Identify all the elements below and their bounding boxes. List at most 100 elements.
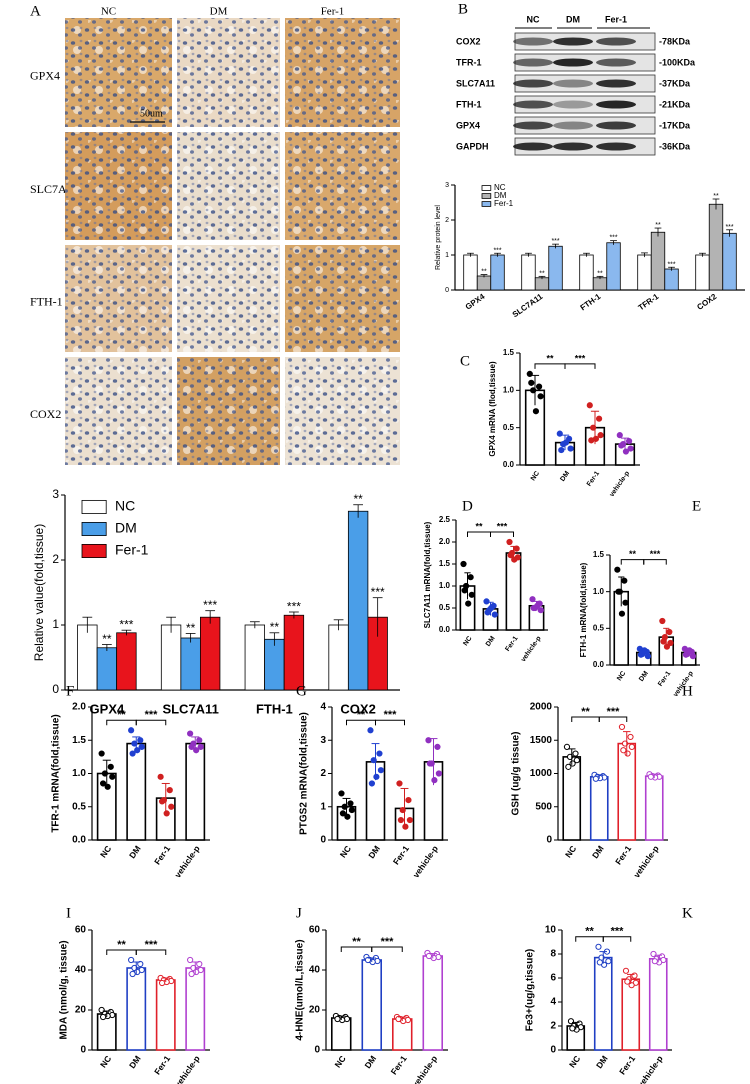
x-tick-label: DM [638,670,650,683]
significance-label: *** [493,247,501,254]
significance-bracket [534,363,566,369]
bar [621,978,641,1051]
data-point [558,446,565,454]
y-tick-label: 1 [52,617,59,631]
data-point [187,956,194,964]
y-tick-label: 3 [320,735,326,746]
x-tick-label: FTH-1 [256,701,293,716]
panel-label: J [296,905,302,921]
legend-swatch [481,201,492,207]
significance-label: ** [186,621,196,635]
x-tick-label: NC [462,635,473,647]
y-tick-label: 0.0 [503,460,515,469]
x-tick-label: DM [127,1054,143,1071]
data-point [468,591,475,598]
significance-bracket [564,363,596,369]
y-tick-label: 1.5 [72,735,86,746]
significance-label: *** [371,585,385,599]
data-point [647,773,654,780]
bar [185,742,206,841]
data-point [168,803,175,810]
data-point [528,379,535,386]
y-tick-label: 0 [550,1045,556,1056]
data-point [615,588,622,595]
x-tick-label: vehicle-p [172,1054,201,1084]
data-point [689,653,697,660]
x-tick-label: NC [567,1054,582,1070]
bar [534,277,550,291]
data-point [511,556,518,563]
data-point [590,424,597,431]
data-point [347,800,354,807]
significance-label: *** [650,549,661,559]
significance-label: *** [119,618,133,632]
ihc-nuclei [285,245,400,352]
data-point [488,604,495,612]
bar [664,268,679,291]
x-tick-label: Fer-1 [657,670,672,688]
ihc-nuclei [177,18,280,127]
data-point [491,611,498,618]
data-point [344,813,351,820]
size-label: -36KDa [659,141,691,151]
chart: J 0 20 40 604-HNE(umol/L,tissue) NC DM Fer-1 veh… [295,905,448,1084]
chart: K 0 2 4 6 8 10 Fe3+(ug/g,tissue) NC DM Fer-1vehicl… [525,905,693,1084]
data-point [622,967,630,974]
x-tick-label: Fer-1 [389,1053,409,1076]
data-point [614,566,621,573]
x-tick-label: SLC7A11 [162,701,218,716]
data-point [618,442,625,449]
legend-label: DM [115,520,137,536]
blot-band [596,100,636,109]
data-point [530,604,537,612]
y-tick-label: 4 [320,702,326,713]
significance-label: *** [497,521,508,531]
bar [422,955,444,1051]
blot-band [596,37,636,46]
y-axis-label: Relative protein level [435,205,442,270]
data-point [563,743,571,751]
legend-swatch [481,193,492,199]
significance-label: ** [102,632,112,646]
y-tick-label: 1000 [530,768,553,779]
data-point [686,647,693,654]
x-tick-label: Fer-1 [613,843,633,866]
ihc-nuclei [177,357,280,465]
significance-label: *** [551,238,559,245]
data-point [592,775,599,782]
legend-swatch [481,185,492,191]
data-point [129,750,136,757]
y-tick-label: 0.5 [72,801,86,812]
significance-label: *** [611,926,625,938]
bar [648,957,668,1051]
x-tick-label: NC [563,844,578,860]
x-tick-label: DM [559,470,571,483]
significance-label: ** [352,936,361,948]
panel-label: B [458,1,468,17]
y-tick-label: 0.0 [72,835,86,846]
y-axis-label: PTGS2 mRNA(fold,tissue) [299,712,310,835]
bar [592,277,608,291]
y-tick-label: 0.5 [503,423,515,432]
panel-label: K [682,905,693,921]
data-point [562,439,570,446]
data-point [338,790,345,797]
bar [185,967,206,1051]
panel-label: D [462,498,473,514]
y-tick-label: 8 [550,949,556,960]
data-point [605,958,612,965]
bar [650,231,666,291]
panel-label: C [460,353,470,369]
y-tick-label: 2 [52,552,59,566]
x-tick-label: Fer-1 [152,1053,172,1076]
ihc-nuclei [285,18,400,127]
x-tick-label: DM [485,635,497,648]
x-tick-label: Fer-1 [504,635,519,653]
data-point [596,959,603,966]
data-point [595,943,602,950]
y-axis-label: 4-HNE(umol/L,tissue) [295,939,306,1040]
y-tick-label: 2 [445,217,449,224]
